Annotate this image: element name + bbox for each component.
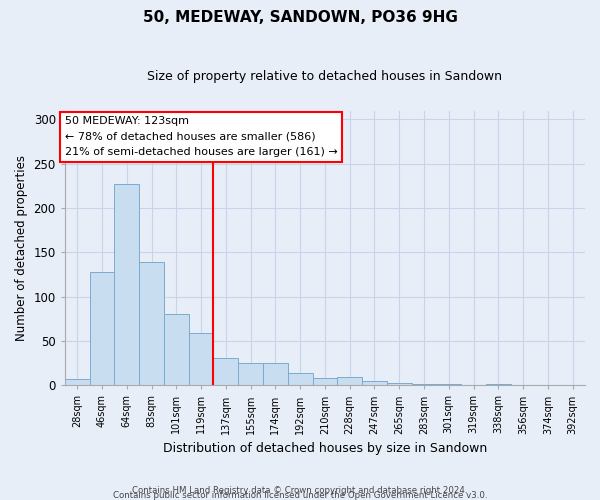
- Bar: [89, 272, 115, 386]
- Bar: [288, 373, 313, 386]
- Bar: [412, 384, 436, 386]
- Text: Contains public sector information licensed under the Open Government Licence v3: Contains public sector information licen…: [113, 491, 487, 500]
- Bar: [164, 314, 188, 386]
- Bar: [436, 384, 461, 386]
- Bar: [238, 363, 263, 386]
- Bar: [139, 262, 164, 386]
- Text: 50, MEDEWAY, SANDOWN, PO36 9HG: 50, MEDEWAY, SANDOWN, PO36 9HG: [143, 10, 457, 25]
- Text: 50 MEDEWAY: 123sqm
← 78% of detached houses are smaller (586)
21% of semi-detach: 50 MEDEWAY: 123sqm ← 78% of detached hou…: [65, 116, 338, 157]
- Bar: [337, 378, 362, 386]
- Bar: [115, 184, 139, 386]
- Bar: [486, 384, 511, 386]
- Bar: [313, 378, 337, 386]
- Bar: [65, 379, 89, 386]
- Title: Size of property relative to detached houses in Sandown: Size of property relative to detached ho…: [148, 70, 502, 83]
- Bar: [214, 358, 238, 386]
- Text: Contains HM Land Registry data © Crown copyright and database right 2024.: Contains HM Land Registry data © Crown c…: [132, 486, 468, 495]
- Bar: [387, 384, 412, 386]
- X-axis label: Distribution of detached houses by size in Sandown: Distribution of detached houses by size …: [163, 442, 487, 455]
- Y-axis label: Number of detached properties: Number of detached properties: [15, 155, 28, 341]
- Bar: [188, 333, 214, 386]
- Bar: [263, 363, 288, 386]
- Bar: [362, 381, 387, 386]
